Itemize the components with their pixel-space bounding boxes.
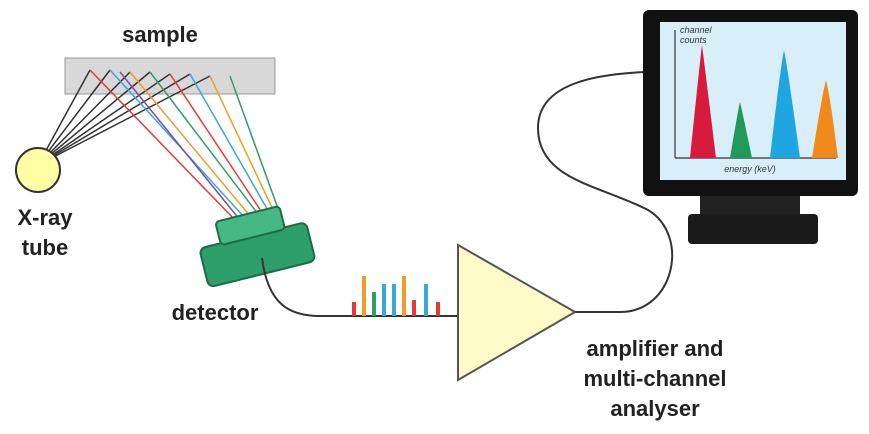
- x-axis-label: energy (keV): [724, 164, 776, 174]
- monitor: [643, 10, 858, 244]
- y-axis-label: channel: [680, 25, 713, 35]
- amplifier: [457, 243, 578, 382]
- tube-label: tube: [22, 235, 68, 260]
- tube-label: X-ray: [17, 205, 73, 230]
- pulses: [352, 276, 440, 316]
- cable: [261, 257, 458, 317]
- sample-plate: [64, 57, 276, 95]
- detector-label: detector: [172, 300, 259, 325]
- sample-label: sample: [122, 22, 198, 47]
- amplifier-label: multi-channel: [583, 366, 726, 391]
- cable: [536, 71, 673, 313]
- detector: [199, 205, 316, 288]
- fluorescence-rays: [89, 69, 281, 221]
- xray-tube: [15, 147, 61, 193]
- y-axis-label: counts: [680, 35, 707, 45]
- amplifier-label: amplifier and: [587, 336, 724, 361]
- amplifier-label: analyser: [610, 396, 700, 421]
